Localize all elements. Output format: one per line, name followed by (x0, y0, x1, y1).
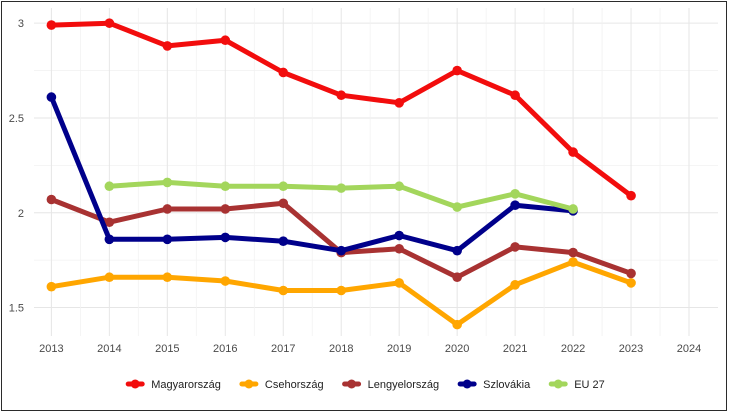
x-tick-label: 2016 (213, 343, 237, 355)
legend-label: Magyarország (151, 379, 221, 391)
legend-item: Csehország (239, 379, 324, 391)
data-point (220, 35, 231, 46)
data-point (220, 232, 231, 243)
data-point (568, 257, 578, 267)
legend-label: EU 27 (574, 379, 605, 391)
data-point (278, 67, 289, 78)
data-point (452, 65, 462, 76)
x-tick-label: 2014 (97, 343, 121, 355)
data-point (104, 217, 115, 228)
data-point (510, 90, 520, 101)
x-tick-label: 2022 (561, 343, 585, 355)
x-tick-label: 2015 (155, 343, 179, 355)
legend-item: Szlovákia (457, 379, 531, 391)
legend-label: Csehország (265, 379, 324, 391)
data-point (46, 20, 57, 30)
x-tick-label: 2019 (387, 343, 411, 355)
data-point (510, 189, 520, 199)
data-point (162, 234, 173, 245)
data-point (568, 204, 578, 214)
y-tick-label: 2.5 (9, 113, 24, 125)
data-point (162, 204, 173, 214)
x-tick-label: 2024 (677, 343, 701, 355)
series-lines (46, 18, 636, 330)
data-point (394, 243, 404, 254)
data-point (510, 200, 520, 210)
x-axis-ticks: 2013 2014 2015 2016 2017 2018 2019 2020 2021 2022… (39, 343, 701, 355)
data-point (626, 190, 636, 201)
legend: Magyarország Csehország Lengyelország Szlov… (125, 379, 605, 391)
legend-label: Szlovákia (483, 379, 531, 391)
data-point (104, 18, 115, 28)
grid-lines (34, 8, 718, 336)
series-group (46, 257, 636, 330)
data-point (162, 41, 173, 51)
data-point (452, 202, 462, 212)
data-point (46, 194, 57, 205)
series-group (46, 92, 578, 256)
data-point (394, 97, 404, 108)
x-tick-label: 2017 (271, 343, 295, 355)
data-point (278, 198, 289, 209)
series-group (104, 177, 578, 214)
legend-key-point (244, 379, 254, 389)
data-point (104, 181, 115, 192)
data-point (278, 285, 289, 296)
data-point (394, 230, 404, 241)
x-tick-label: 2013 (39, 343, 63, 355)
data-point (568, 147, 578, 157)
legend-label: Lengyelország (368, 379, 440, 391)
data-point (568, 247, 578, 258)
legend-key-point (462, 379, 472, 389)
data-point (626, 268, 636, 279)
y-tick-label: 1.5 (9, 303, 24, 315)
data-point (452, 245, 462, 256)
data-point (278, 236, 289, 247)
legend-item: Lengyelország (342, 379, 440, 391)
data-point (336, 245, 347, 256)
y-tick-label: 2 (18, 208, 24, 220)
y-tick-label: 3 (18, 18, 24, 30)
y-axis-ticks: 1.5 2 2.5 3 (9, 18, 24, 314)
legend-item: EU 27 (548, 379, 605, 391)
legend-key-point (553, 379, 563, 389)
data-point (510, 280, 520, 290)
data-point (278, 181, 289, 192)
legend-key-point (347, 379, 357, 389)
data-point (394, 181, 404, 192)
data-point (626, 278, 636, 288)
data-point (336, 183, 347, 193)
data-point (336, 90, 347, 101)
data-point (162, 272, 173, 283)
data-point (46, 92, 57, 102)
x-tick-label: 2023 (619, 343, 643, 355)
legend-key-point (130, 379, 140, 389)
x-tick-label: 2020 (445, 343, 469, 355)
data-point (452, 319, 462, 330)
x-tick-label: 2018 (329, 343, 353, 355)
data-point (336, 285, 347, 296)
legend-item: Magyarország (125, 379, 221, 391)
data-point (220, 204, 231, 214)
data-point (394, 278, 404, 288)
data-point (220, 181, 231, 192)
data-point (220, 276, 231, 286)
data-point (46, 281, 57, 292)
data-point (104, 234, 115, 245)
data-point (162, 177, 173, 188)
x-tick-label: 2021 (503, 343, 527, 355)
series-group (46, 18, 636, 201)
data-point (510, 242, 520, 252)
data-point (104, 272, 115, 283)
data-point (452, 272, 462, 283)
series-line (48, 94, 576, 254)
